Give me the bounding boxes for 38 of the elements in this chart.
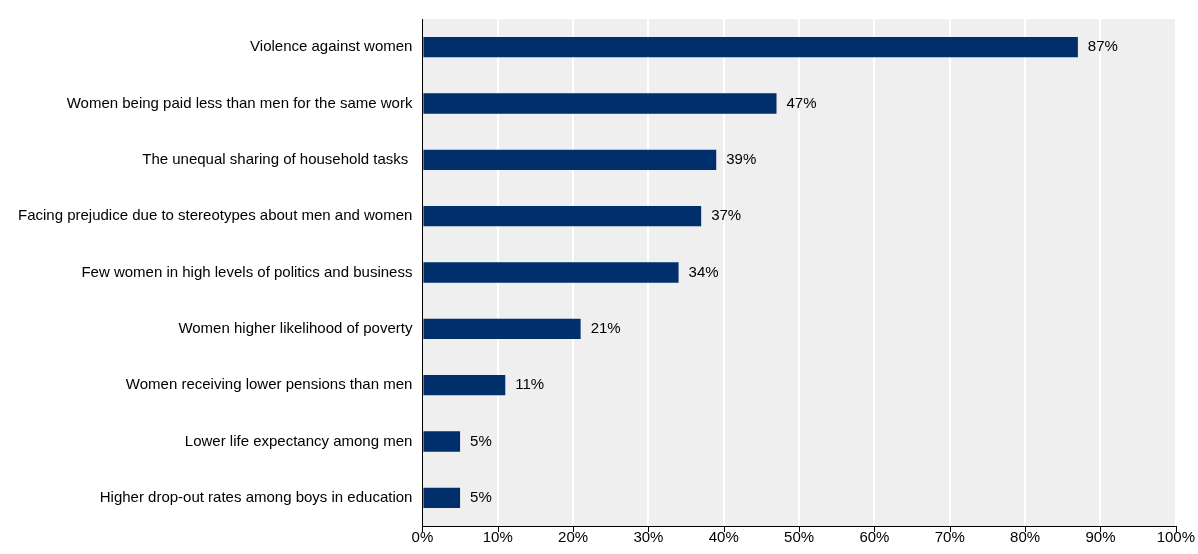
x-tick-label: 10% <box>482 528 513 546</box>
bar <box>423 149 717 170</box>
bar <box>423 262 679 283</box>
x-tick-label: 20% <box>558 528 589 546</box>
data-label: 87% <box>1087 37 1118 55</box>
data-label: 5% <box>470 431 492 449</box>
y-tick-label: Lower life expectancy among men <box>184 431 413 449</box>
bar <box>423 318 581 339</box>
y-tick-label: Few women in high levels of politics and business <box>81 262 413 280</box>
x-tick-label: 60% <box>859 528 890 546</box>
y-tick-label: Violence against women <box>250 37 413 55</box>
bar <box>423 375 506 396</box>
bar <box>423 487 461 508</box>
y-tick-label: Facing prejudice due to stereotypes about men and women <box>17 206 413 224</box>
data-label: 5% <box>470 487 492 505</box>
y-tick-label: Higher drop-out rates among boys in education <box>99 487 413 505</box>
x-tick-label: 0% <box>411 528 434 546</box>
bar <box>423 206 702 227</box>
x-tick-label: 90% <box>1085 528 1116 546</box>
data-label: 47% <box>786 93 817 111</box>
x-tick-label: 50% <box>784 528 815 546</box>
y-tick-label: Women being paid less than men for the same work <box>66 93 413 111</box>
x-tick-label: 70% <box>934 528 965 546</box>
x-tick-label: 80% <box>1010 528 1041 546</box>
x-tick-label: 30% <box>633 528 664 546</box>
x-tick-label: 100% <box>1156 528 1196 546</box>
data-label: 21% <box>590 318 621 336</box>
bar <box>423 431 461 452</box>
data-label: 37% <box>711 206 742 224</box>
bar <box>423 93 777 114</box>
data-label: 34% <box>688 262 719 280</box>
data-label: 11% <box>515 375 545 393</box>
y-tick-label: Women receiving lower pensions than men <box>125 375 413 393</box>
bar <box>423 37 1078 58</box>
y-tick-label: Women higher likelihood of poverty <box>178 318 413 336</box>
data-label: 39% <box>726 149 757 167</box>
y-tick-label: The unequal sharing of household tasks <box>142 149 413 167</box>
x-tick-label: 40% <box>708 528 739 546</box>
